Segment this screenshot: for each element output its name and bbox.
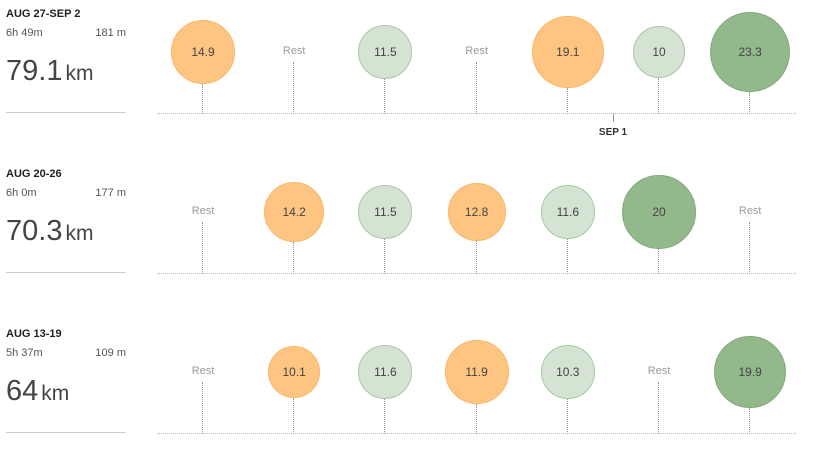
day-stem xyxy=(293,398,295,434)
day-column: 20 xyxy=(613,160,705,274)
day-column: 11.9 xyxy=(431,320,523,434)
day-stem xyxy=(566,88,568,114)
day-column: 10.1 xyxy=(248,320,340,434)
week-elevation: 177 m xyxy=(95,187,126,199)
activity-bubble[interactable]: 14.2 xyxy=(264,182,325,242)
day-stem xyxy=(658,382,659,434)
week-distance-value: 64 xyxy=(6,375,39,407)
week-distance: 70.3 km xyxy=(6,215,93,248)
day-stem xyxy=(384,399,386,434)
day-stem xyxy=(749,222,751,274)
week-distance-unit: km xyxy=(65,222,94,245)
week-row: AUG 13-19 5h 37m 109 m 64 km Rest 10.1 11.6… xyxy=(0,320,815,460)
day-column: 10 xyxy=(613,0,705,114)
day-column: 14.9 xyxy=(157,0,249,114)
day-stem xyxy=(749,92,751,114)
activity-bubble[interactable]: 10.3 xyxy=(540,345,595,399)
rest-day-label: Rest xyxy=(191,365,215,377)
date-marker-label: SEP 1 xyxy=(598,127,628,138)
activity-bubble[interactable]: 12.8 xyxy=(447,183,506,241)
week-range: AUG 27-SEP 2 xyxy=(6,8,81,20)
date-marker-tick xyxy=(613,114,614,122)
day-stem xyxy=(384,79,386,114)
day-stem xyxy=(202,84,203,114)
day-stem xyxy=(475,404,477,434)
day-column: Rest xyxy=(157,320,249,434)
activity-bubble[interactable]: 11.5 xyxy=(358,25,413,79)
rest-day-label: Rest xyxy=(282,45,306,57)
week-summary[interactable]: AUG 13-19 5h 37m 109 m 64 km xyxy=(6,320,126,445)
day-column: 11.6 xyxy=(339,320,431,434)
week-moving-time: 6h 0m xyxy=(6,187,37,199)
activity-bubble[interactable]: 11.6 xyxy=(540,185,595,239)
week-summary[interactable]: AUG 20-26 6h 0m 177 m 70.3 km xyxy=(6,160,126,285)
activity-bubble[interactable]: 23.3 xyxy=(710,12,791,92)
day-column: 11.6 xyxy=(522,160,614,274)
week-range: AUG 13-19 xyxy=(6,328,62,340)
day-column: 10.3 xyxy=(522,320,614,434)
activity-bubble[interactable]: 11.5 xyxy=(358,185,413,239)
activity-bubble[interactable]: 19.9 xyxy=(714,336,787,408)
day-stem xyxy=(658,249,659,274)
week-distance-value: 79.1 xyxy=(6,55,63,87)
day-stem xyxy=(749,408,751,434)
week-range: AUG 20-26 xyxy=(6,168,62,180)
week-elevation: 181 m xyxy=(95,27,126,39)
activity-bubble[interactable]: 11.6 xyxy=(358,345,413,399)
week-row: AUG 20-26 6h 0m 177 m 70.3 km Rest 14.2 11.… xyxy=(0,160,815,300)
day-column: 11.5 xyxy=(339,160,431,274)
day-stem xyxy=(384,239,386,274)
day-stem xyxy=(293,62,295,114)
activity-bubble[interactable]: 10.1 xyxy=(268,346,321,398)
week-distance-unit: km xyxy=(65,62,94,85)
day-stem xyxy=(566,399,568,434)
week-distance-value: 70.3 xyxy=(6,215,63,247)
week-elevation: 109 m xyxy=(95,347,126,359)
activity-bubble[interactable]: 10 xyxy=(633,26,685,78)
day-column: Rest xyxy=(613,320,705,434)
rest-day-label: Rest xyxy=(465,45,488,57)
week-distance: 79.1 km xyxy=(6,55,93,88)
week-row: AUG 27-SEP 2 6h 49m 181 m 79.1 km 14.9 Res… xyxy=(0,0,815,140)
day-column: 14.2 xyxy=(248,160,340,274)
day-column: Rest xyxy=(704,160,796,274)
day-stem xyxy=(293,242,295,274)
activity-bubble[interactable]: 19.1 xyxy=(531,16,604,88)
week-distance-unit: km xyxy=(41,382,70,405)
week-summary[interactable]: AUG 27-SEP 2 6h 49m 181 m 79.1 km xyxy=(6,0,126,125)
day-stem xyxy=(475,62,477,114)
rest-day-label: Rest xyxy=(191,205,215,217)
summary-divider xyxy=(6,112,126,113)
day-column: Rest xyxy=(157,160,249,274)
activity-bubble[interactable]: 20 xyxy=(622,175,696,249)
activity-bubble[interactable]: 14.9 xyxy=(171,20,235,84)
week-moving-time: 5h 37m xyxy=(6,347,43,359)
day-column: 12.8 xyxy=(431,160,523,274)
summary-divider xyxy=(6,432,126,433)
day-stem xyxy=(566,239,568,274)
day-column: 23.3 xyxy=(704,0,796,114)
day-column: 19.1 xyxy=(522,0,614,114)
day-column: 19.9 xyxy=(704,320,796,434)
week-moving-time: 6h 49m xyxy=(6,27,43,39)
day-stem xyxy=(202,222,203,274)
activity-bubble[interactable]: 11.9 xyxy=(444,340,509,404)
rest-day-label: Rest xyxy=(647,365,671,377)
day-column: Rest xyxy=(248,0,340,114)
day-stem xyxy=(475,241,477,274)
day-column: 11.5 xyxy=(339,0,431,114)
day-stem xyxy=(658,78,659,114)
day-stem xyxy=(202,382,203,434)
day-column: Rest xyxy=(431,0,523,114)
week-distance: 64 km xyxy=(6,375,69,408)
rest-day-label: Rest xyxy=(738,205,762,217)
summary-divider xyxy=(6,272,126,273)
